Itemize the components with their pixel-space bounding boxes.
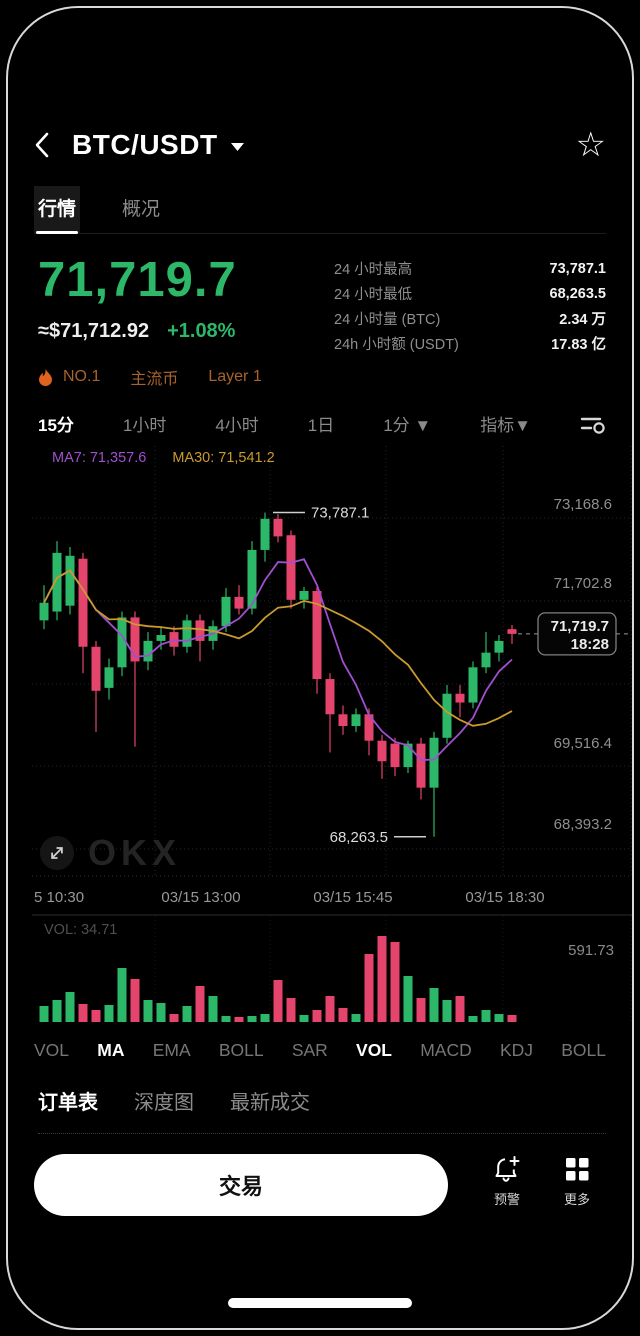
indicator-tab-ma-1[interactable]: MA xyxy=(97,1039,125,1060)
timeframe-1m-dropdown[interactable]: 1分 ▼ xyxy=(383,416,432,435)
timeframe-1d[interactable]: 1日 xyxy=(307,416,335,435)
x-axis-labels: 5 10:30 03/15 13:00 03/15 15:45 03/15 18:30 xyxy=(34,889,545,906)
candlestick-chart[interactable]: 73,787.1 68,263.5 71,719.718:28 73,168.6 71,… xyxy=(32,446,632,916)
stat-row-2: 24 小时量 (BTC) 2.34 万 xyxy=(334,306,606,331)
grid-more-icon xyxy=(566,1158,589,1181)
low-annotation-label: 68,263.5 xyxy=(330,829,388,846)
volume-axis-max: 591.73 xyxy=(568,942,614,959)
current-price-time: 18:28 xyxy=(571,636,609,653)
tab-latest-trades[interactable]: 最新成交 xyxy=(230,1092,310,1114)
indicator-dropdown[interactable]: 指标▼ xyxy=(480,416,532,435)
svg-text:03/15 18:30: 03/15 18:30 xyxy=(465,889,544,906)
tab-overview[interactable]: 概况 xyxy=(122,199,161,220)
tab-order-book[interactable]: 订单表 xyxy=(38,1092,98,1114)
y-axis-labels: 73,168.6 71,702.8 69,516.4 68,393.2 xyxy=(554,496,612,833)
current-price-value: 71,719.7 xyxy=(551,618,609,635)
indicator-tab-kdj-7[interactable]: KDJ xyxy=(499,1039,534,1060)
back-button[interactable] xyxy=(34,130,64,160)
chart-settings-icon xyxy=(580,417,605,434)
trade-button[interactable]: 交易 xyxy=(34,1154,448,1216)
tab-market[interactable]: 行情 xyxy=(34,186,81,234)
header: BTC/USDT ☆ xyxy=(34,122,606,168)
timeframe-1h[interactable]: 1小时 xyxy=(122,416,167,435)
alert-label: 预警 xyxy=(493,1192,520,1207)
svg-text:03/15 13:00: 03/15 13:00 xyxy=(161,889,240,906)
tab-depth-chart[interactable]: 深度图 xyxy=(134,1092,194,1114)
price-change-percent: +1.08% xyxy=(167,320,236,342)
favorite-star-icon[interactable]: ☆ xyxy=(575,126,606,164)
svg-text:68,393.2: 68,393.2 xyxy=(554,816,612,833)
watermark-row: OKX xyxy=(40,832,181,874)
action-bar: 交易 预警 更多 xyxy=(34,1154,606,1216)
ma30-label: MA30: 71,541.2 xyxy=(172,450,275,466)
stat-label: 24 小时最高 xyxy=(334,262,413,278)
fullscreen-expand-button[interactable] xyxy=(40,836,74,870)
indicator-tab-ema-2[interactable]: EMA xyxy=(152,1039,191,1060)
more-button[interactable]: 更多 xyxy=(548,1154,606,1208)
price-alert-button[interactable]: 预警 xyxy=(478,1154,536,1208)
candlestick-chart-area: MA7: 71,357.6 MA30: 71,541.2 73,787.1 68,… xyxy=(32,446,632,916)
stat-value: 2.34 万 xyxy=(559,312,606,328)
chart-settings-button[interactable] xyxy=(580,413,606,435)
ma7-line xyxy=(43,558,513,762)
flame-icon xyxy=(39,368,52,386)
indicator-tab-vol-5[interactable]: VOL xyxy=(356,1039,392,1060)
timeframe-15m[interactable]: 15分 xyxy=(38,416,74,435)
svg-text:73,168.6: 73,168.6 xyxy=(554,496,612,513)
price-section: 71,719.7 ≈$71,712.92 +1.08% NO.1 主流币 Lay… xyxy=(38,252,606,389)
svg-text:69,516.4: 69,516.4 xyxy=(554,735,612,752)
badge-rank[interactable]: NO.1 xyxy=(63,368,101,385)
timeframe-4h[interactable]: 4小时 xyxy=(215,416,259,435)
indicator-tab-macd-6[interactable]: MACD xyxy=(420,1039,472,1060)
indicator-tabs-row: VOL MA EMA BOLL SAR VOL MACD KDJ BOLL xyxy=(34,1028,606,1072)
app-screen: BTC/USDT ☆ 行情 概况 71,719.7 ≈$71,712.92 +1… xyxy=(6,6,634,1330)
timeframe-row: 15分 1小时 4小时 1日 1分 ▼ 指标▼ xyxy=(38,411,606,436)
expand-arrows-icon xyxy=(51,847,63,859)
svg-text:03/15 15:45: 03/15 15:45 xyxy=(313,889,392,906)
candlestick-series xyxy=(39,512,517,837)
volume-bars-chart[interactable] xyxy=(32,916,632,1028)
high-annotation-label: 73,787.1 xyxy=(311,505,369,522)
stat-row-3: 24h 小时额 (USDT) 17.83 亿 xyxy=(334,331,606,356)
home-indicator[interactable] xyxy=(228,1298,412,1308)
stat-row-1: 24 小时最低 68,263.5 xyxy=(334,281,606,306)
last-price: 71,719.7 xyxy=(38,253,237,307)
volume-bars xyxy=(39,936,517,1022)
stat-label: 24h 小时额 (USDT) xyxy=(334,337,459,353)
page-title: BTC/USDT xyxy=(72,129,218,160)
current-price-tag: 71,719.718:28 xyxy=(537,612,617,656)
bell-plus-icon xyxy=(495,1156,520,1182)
stat-value: 73,787.1 xyxy=(549,260,606,277)
badge-layer1[interactable]: Layer 1 xyxy=(208,368,262,385)
more-label: 更多 xyxy=(563,1192,590,1207)
chevron-down-icon xyxy=(230,143,244,151)
stat-value: 17.83 亿 xyxy=(551,337,606,353)
badges-row: NO.1 主流币 Layer 1 xyxy=(38,365,334,389)
volume-value-label: VOL: 34.71 xyxy=(44,922,118,938)
badge-mainstream[interactable]: 主流币 xyxy=(130,371,179,388)
stat-label: 24 小时量 (BTC) xyxy=(334,312,441,328)
fiat-price: ≈$71,712.92 xyxy=(38,320,150,342)
indicator-tab-vol-0[interactable]: VOL xyxy=(34,1039,70,1060)
svg-text:5 10:30: 5 10:30 xyxy=(34,889,84,906)
pair-selector[interactable]: BTC/USDT xyxy=(72,129,245,161)
page-tabs: 行情 概况 xyxy=(34,186,606,234)
stat-value: 68,263.5 xyxy=(549,285,606,302)
ma-legend: MA7: 71,357.6 MA30: 71,541.2 xyxy=(52,450,275,466)
volume-pane: VOL: 34.71 591.73 xyxy=(32,916,632,1028)
stat-row-0: 24 小时最高 73,787.1 xyxy=(334,256,606,281)
ma30-line xyxy=(43,569,513,727)
stat-label: 24 小时最低 xyxy=(334,287,413,303)
svg-text:71,702.8: 71,702.8 xyxy=(554,575,612,592)
okx-watermark: OKX xyxy=(88,832,182,873)
ma7-label: MA7: 71,357.6 xyxy=(52,450,147,466)
back-chevron-icon xyxy=(35,132,49,158)
indicator-tab-sar-4[interactable]: SAR xyxy=(291,1039,328,1060)
indicator-tab-boll-8[interactable]: BOLL xyxy=(561,1039,606,1060)
stats-24h: 24 小时最高 73,787.1 24 小时最低 68,263.5 24 小时量 (BT… xyxy=(334,256,606,389)
bottom-tabs: 订单表 深度图 最新成交 xyxy=(38,1086,606,1134)
indicator-tab-boll-3[interactable]: BOLL xyxy=(218,1039,264,1060)
